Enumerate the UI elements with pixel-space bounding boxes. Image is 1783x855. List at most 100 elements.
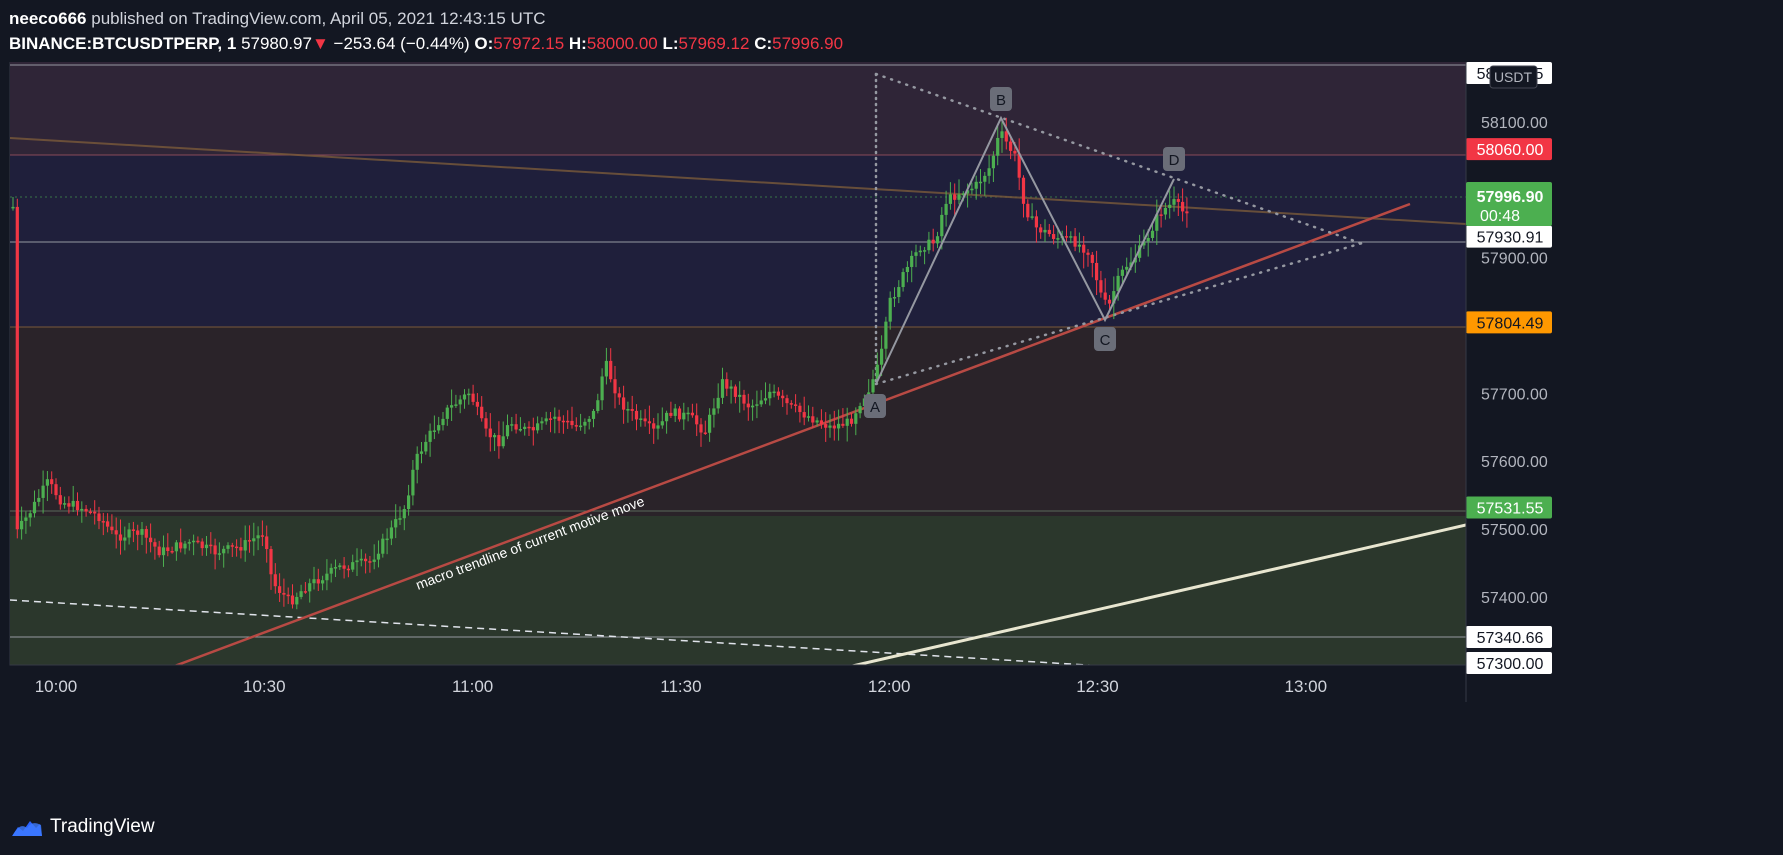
candle-body — [1047, 229, 1051, 235]
price-tag[interactable]: 57340.66 — [1466, 626, 1552, 648]
candle-body — [394, 519, 398, 528]
time-axis-label: 10:00 — [35, 677, 78, 696]
price-tag-text: 57300.00 — [1477, 656, 1544, 673]
candle-body — [428, 430, 432, 442]
candle-body — [432, 430, 436, 432]
symbol-name[interactable]: BINANCE:BTCUSDTPERP, 1 — [9, 34, 237, 53]
current-price-tag: 57996.90 00:48 — [1466, 182, 1552, 226]
candle-body — [1163, 207, 1167, 215]
price-tag[interactable]: 57930.91 — [1466, 225, 1552, 248]
currency-badge[interactable]: USDT — [1489, 65, 1538, 89]
candle-body — [41, 485, 45, 498]
candle-body — [1116, 275, 1120, 292]
footer-brand[interactable]: TradingView — [50, 816, 155, 837]
candle-body — [673, 408, 677, 416]
macro-trendline[interactable] — [172, 202, 1411, 667]
candle-body — [174, 542, 178, 552]
tradingview-logo-icon[interactable] — [10, 816, 44, 838]
plot-layer — [10, 62, 1466, 667]
resistance-trendline[interactable] — [10, 137, 1466, 225]
price-tag[interactable]: 57531.55 — [1466, 496, 1552, 519]
price-chart[interactable]: A B C D macro trendline of current motiv… — [0, 62, 1783, 802]
candle-body — [398, 518, 402, 520]
candle-body — [1181, 201, 1185, 212]
candle-body — [806, 416, 811, 418]
candle-body — [763, 398, 768, 401]
candle-body — [699, 424, 703, 433]
candle-body — [110, 526, 114, 531]
dashed-support-line[interactable] — [10, 599, 1120, 667]
candle-body — [157, 546, 161, 556]
zone-middle-maroon — [10, 327, 1466, 516]
countdown-text: 00:48 — [1480, 208, 1520, 225]
price-axis-label: 57700.00 — [1481, 386, 1548, 403]
candle-body — [600, 376, 604, 401]
open-value: 57972.15 — [493, 34, 565, 53]
time-axis[interactable] — [10, 665, 1466, 701]
candle-body — [1112, 291, 1116, 304]
author-name[interactable]: neeco666 — [9, 9, 87, 28]
candle-body — [37, 497, 41, 502]
candle-body — [303, 591, 307, 593]
candle-body — [604, 360, 608, 377]
candle-body — [544, 418, 548, 422]
triangle-lower-dotted[interactable] — [874, 240, 1368, 386]
pattern-label-c[interactable]: C — [1094, 327, 1116, 351]
price-tag-text: 58060.00 — [1477, 142, 1544, 159]
candle-body — [523, 426, 527, 430]
candle-body — [1125, 266, 1129, 270]
candle-body — [376, 553, 381, 560]
candle-body — [613, 379, 617, 394]
high-label: H: — [568, 34, 587, 53]
price-axis[interactable] — [1466, 62, 1565, 665]
candle-body — [286, 594, 290, 597]
candle-body — [944, 203, 948, 215]
candle-body — [1064, 236, 1069, 238]
candle-body — [1155, 214, 1159, 231]
candle-body — [1013, 150, 1017, 154]
candle-body — [1082, 244, 1086, 253]
close-label: C: — [754, 34, 773, 53]
candle-body — [647, 421, 651, 424]
candle-body — [321, 580, 325, 584]
candle-body — [351, 562, 355, 570]
triangle-upper-dotted[interactable] — [874, 72, 1368, 247]
price-axis-label: 57600.00 — [1481, 454, 1548, 471]
candle-body — [570, 420, 574, 426]
pattern-label-a[interactable]: A — [864, 394, 886, 418]
candle-body — [106, 521, 110, 527]
low-label: L: — [662, 34, 679, 53]
candle-body — [1168, 204, 1172, 208]
channel-line[interactable] — [848, 523, 1466, 667]
candle-body — [948, 194, 952, 204]
candle-body — [385, 538, 389, 541]
pattern-label-b-text: B — [996, 92, 1006, 109]
candle-body — [1120, 269, 1124, 276]
candle-body — [200, 541, 204, 549]
candle-body — [596, 400, 600, 411]
pattern-label-d[interactable]: D — [1163, 147, 1185, 171]
candle-body — [953, 194, 957, 200]
candle-body — [617, 393, 621, 398]
candle-body — [914, 252, 918, 256]
candle-body — [346, 568, 350, 571]
candle-body — [798, 405, 802, 413]
price-tag[interactable]: 58060.00 — [1466, 138, 1552, 161]
candle-body — [424, 441, 428, 452]
price-tag[interactable]: 57804.49 — [1466, 311, 1552, 334]
price-tag[interactable]: 57300.00 — [1466, 652, 1552, 674]
candle-body — [1026, 203, 1030, 218]
candle-body — [1069, 236, 1073, 238]
chart-area[interactable]: A B C D macro trendline of current motiv… — [0, 62, 1783, 802]
abcd-pattern-line[interactable] — [875, 115, 1175, 385]
candle-body — [149, 537, 153, 543]
pattern-label-b[interactable]: B — [990, 87, 1012, 111]
candle-body — [454, 404, 458, 406]
candle-body — [497, 435, 501, 447]
candle-body — [1107, 299, 1112, 304]
candle-body — [557, 416, 561, 421]
candle-body — [204, 544, 209, 549]
candle-body — [725, 379, 729, 389]
candle-body — [1052, 234, 1056, 239]
candle-body — [996, 137, 1000, 156]
